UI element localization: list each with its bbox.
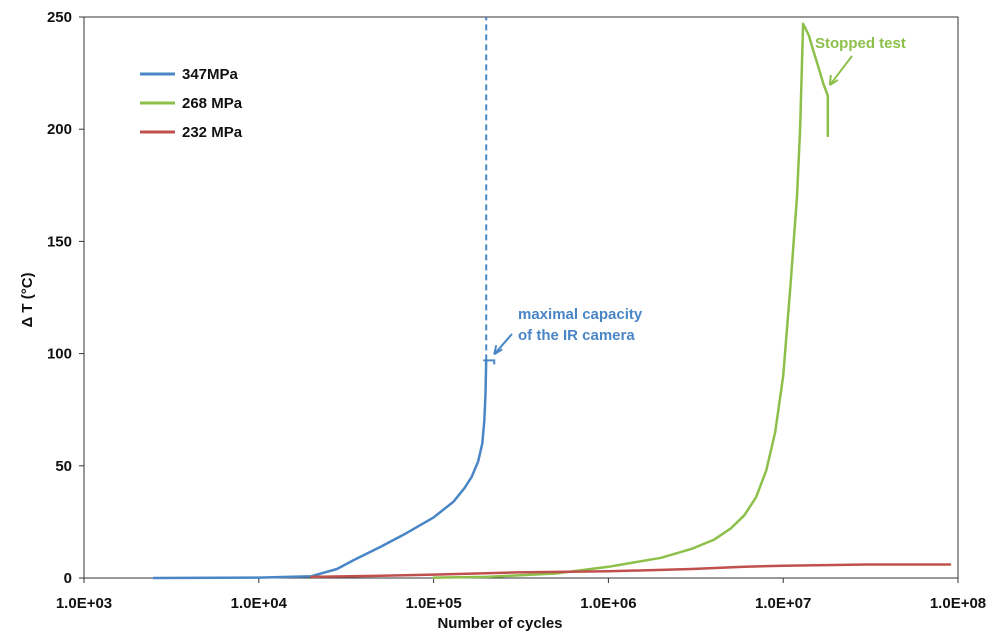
series-line-3 <box>310 563 952 579</box>
x-tick-label: 1.0E+04 <box>231 595 288 612</box>
y-axis-title: Δ T (°C) <box>19 272 36 327</box>
y-tick-label: 50 <box>55 458 72 475</box>
annotations: maximal capacity of the IR camera Stopped … <box>493 35 906 356</box>
annotation-arrow <box>493 333 513 355</box>
x-tick-label: 1.0E+08 <box>930 595 986 612</box>
y-tick-label: 250 <box>47 9 72 26</box>
x-axis-ticks: 1.0E+03 1.0E+04 1.0E+05 1.0E+06 1.0E+07 1.0E+… <box>56 578 986 612</box>
annotation-ir-camera: maximal capacity <box>518 306 643 323</box>
y-tick-label: 100 <box>47 346 72 363</box>
x-axis-title: Number of cycles <box>437 615 562 632</box>
series-line-1 <box>152 359 488 580</box>
legend-label: 232 MPa <box>182 124 243 141</box>
arrow-head <box>493 345 503 356</box>
annotation-stopped-test: Stopped test <box>815 35 906 52</box>
x-tick-label: 1.0E+03 <box>56 595 112 612</box>
cap-marker <box>483 359 496 365</box>
y-tick-label: 200 <box>47 121 72 138</box>
x-tick-label: 1.0E+05 <box>405 595 461 612</box>
annotation-ir-camera: of the IR camera <box>518 327 635 344</box>
y-axis-ticks: 0 50 100 150 200 250 <box>47 9 84 587</box>
y-tick-label: 0 <box>64 570 72 587</box>
series-layer <box>152 17 952 580</box>
y-tick-label: 150 <box>47 233 72 250</box>
plot-frame <box>83 16 959 579</box>
x-tick-label: 1.0E+07 <box>755 595 811 612</box>
legend-label: 268 MPa <box>182 95 243 112</box>
plot-border <box>83 16 959 579</box>
annotation-arrow <box>829 55 853 86</box>
legend: 347MPa 268 MPa 232 MPa <box>140 66 243 141</box>
arrow-head <box>828 74 839 86</box>
legend-label: 347MPa <box>182 66 239 83</box>
x-tick-label: 1.0E+06 <box>580 595 636 612</box>
series-line-2 <box>432 22 830 579</box>
